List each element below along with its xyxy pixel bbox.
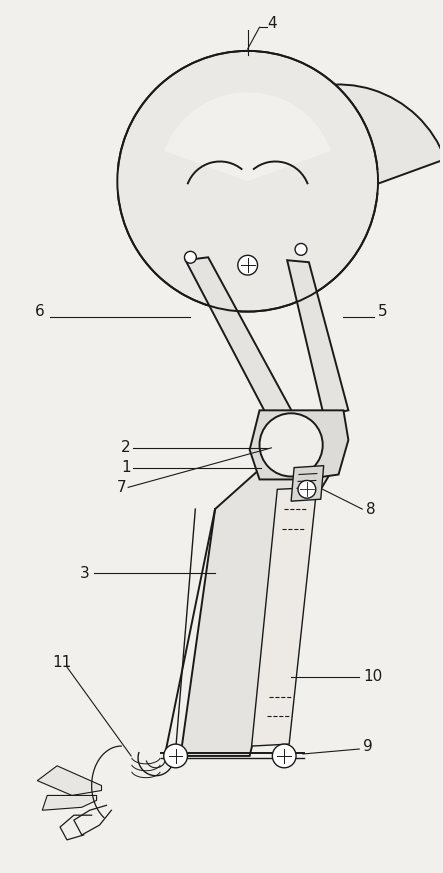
Text: 5: 5: [378, 304, 388, 320]
Circle shape: [184, 251, 196, 263]
Polygon shape: [250, 410, 348, 479]
Polygon shape: [42, 795, 97, 810]
Text: 2: 2: [121, 440, 131, 456]
Text: 3: 3: [80, 566, 89, 581]
Wedge shape: [217, 93, 331, 182]
Wedge shape: [149, 96, 263, 290]
Text: 8: 8: [366, 502, 376, 517]
Circle shape: [298, 480, 316, 498]
Circle shape: [295, 244, 307, 255]
Text: 9: 9: [363, 739, 373, 753]
Polygon shape: [180, 460, 338, 756]
Polygon shape: [252, 487, 317, 746]
Text: 7: 7: [117, 480, 126, 495]
Polygon shape: [291, 465, 324, 501]
Polygon shape: [37, 766, 101, 795]
Polygon shape: [287, 260, 348, 416]
Text: 4: 4: [268, 16, 277, 31]
Circle shape: [117, 51, 378, 312]
Circle shape: [164, 744, 187, 767]
Wedge shape: [164, 93, 278, 182]
Circle shape: [238, 255, 257, 275]
Text: 6: 6: [35, 304, 44, 320]
Text: 10: 10: [363, 670, 382, 684]
Wedge shape: [225, 85, 443, 285]
Circle shape: [260, 413, 323, 477]
Polygon shape: [186, 258, 294, 420]
Text: 1: 1: [121, 460, 131, 475]
Text: 11: 11: [52, 655, 71, 670]
Circle shape: [272, 744, 296, 767]
